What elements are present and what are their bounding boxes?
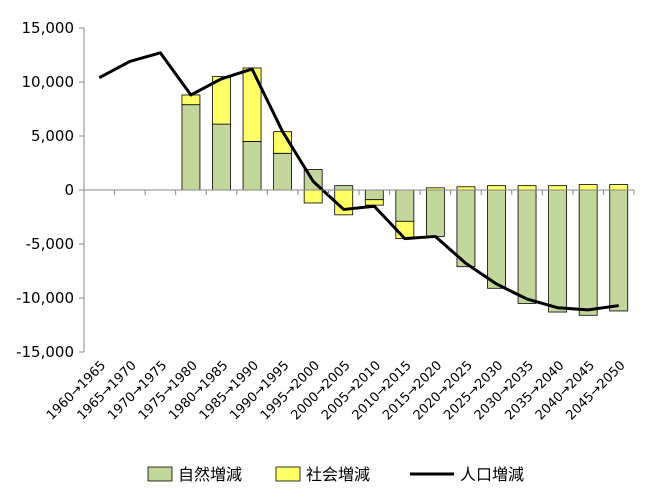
legend-social-change-swatch <box>275 466 301 482</box>
legend-natural-change-swatch <box>147 466 173 482</box>
legend-population-change-label: 人口増減 <box>460 465 524 484</box>
y-tick-label: 15,000 <box>22 19 75 37</box>
y-tick-label: 0 <box>64 181 74 199</box>
natural-change-bar <box>364 189 384 201</box>
y-tick-label: -5,000 <box>26 235 74 253</box>
social-change-bar <box>364 199 384 206</box>
natural-change-bar <box>425 189 445 237</box>
social-change-bar <box>487 185 506 191</box>
natural-change-bar <box>456 189 476 268</box>
x-axis: 1960→19651965→19701970→19751975→19801980… <box>44 189 635 423</box>
y-axis: 15,000 10,000 5,000 0 -5,000 -10,000 -15,000 <box>16 19 85 361</box>
social-change-bar <box>548 185 568 191</box>
social-change-bar <box>517 185 537 191</box>
natural-change-bar <box>334 185 354 191</box>
natural-change-bar <box>242 140 262 191</box>
natural-change-bar <box>273 152 293 191</box>
social-change-bar <box>303 189 323 204</box>
natural-change-bar <box>212 123 231 191</box>
y-tick-label: -15,000 <box>16 343 74 361</box>
plot-area <box>98 51 629 316</box>
y-tick-label: 5,000 <box>31 127 74 145</box>
social-change-bar <box>578 184 598 191</box>
social-change-bar <box>609 184 629 191</box>
population-change-line <box>98 51 619 312</box>
natural-change-bar <box>181 104 201 191</box>
natural-change-bar <box>578 189 598 316</box>
natural-change-bar <box>395 189 415 222</box>
legend-social-change-label: 社会増減 <box>306 465 370 484</box>
social-change-bar <box>212 76 231 125</box>
natural-change-bar <box>548 189 568 313</box>
y-tick-label: -10,000 <box>16 289 74 307</box>
natural-change-bar <box>487 189 506 289</box>
legend-natural-change-label: 自然増減 <box>178 465 242 484</box>
natural-change-bar <box>609 189 629 312</box>
legend: 自然増減 社会増減 人口増減 <box>147 465 524 484</box>
natural-change-bar <box>517 189 537 304</box>
y-tick-label: 10,000 <box>22 73 75 91</box>
